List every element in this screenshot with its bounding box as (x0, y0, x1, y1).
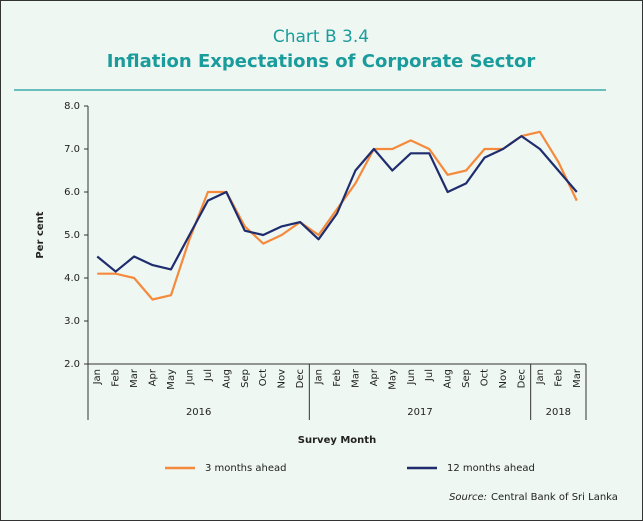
x-tick-label: Sep (461, 369, 472, 388)
x-tick-label: Aug (221, 369, 232, 389)
y-tick-label: 8.0 (64, 101, 80, 112)
x-tick-label: Jul (203, 369, 214, 382)
x-tick-label: Feb (553, 369, 564, 387)
x-tick-label: Jun (406, 369, 417, 386)
x-tick-label: Sep (240, 369, 251, 388)
x-tick-label: Oct (480, 369, 491, 386)
x-tick-label: Dec (516, 369, 527, 388)
x-tick-label: Dec (295, 369, 306, 388)
x-tick-label: Mar (129, 368, 140, 388)
x-axis-label: Survey Month (298, 435, 376, 446)
source: Central Bank of Sri Lanka (491, 492, 618, 503)
x-tick-label: Feb (111, 369, 122, 387)
y-tick-label: 7.0 (64, 144, 80, 155)
x-tick-label: May (387, 369, 398, 390)
y-tick-label: 2.0 (64, 359, 80, 370)
x-tick-label: Nov (277, 369, 288, 389)
x-tick-label: May (166, 369, 177, 390)
chart-subtitle: Inflation Expectations of Corporate Sect… (107, 51, 536, 72)
y-tick-label: 5.0 (64, 230, 80, 241)
x-tick-label: Jan (314, 369, 325, 385)
y-axis-label: Per cent (35, 211, 46, 258)
x-tick-label: Nov (498, 369, 509, 389)
x-tick-label: Mar (572, 368, 583, 388)
source-label: Source: (449, 492, 487, 503)
year-label: 2018 (546, 407, 571, 418)
series-line (96, 135, 578, 273)
y-tick-label: 6.0 (64, 187, 80, 198)
x-tick-label: Jun (184, 369, 195, 386)
x-tick-label: Mar (350, 368, 361, 388)
x-tick-label: Oct (258, 369, 269, 386)
x-tick-label: Apr (369, 368, 380, 386)
series-line (97, 130, 578, 301)
x-tick-label: Apr (148, 368, 159, 386)
x-tick-label: Feb (332, 369, 343, 387)
x-tick-label: Aug (443, 369, 454, 389)
year-label: 2016 (186, 407, 211, 418)
legend-label: 12 months ahead (447, 463, 535, 474)
chart-title: Chart B 3.4 (273, 27, 369, 47)
x-tick-label: Jan (535, 369, 546, 385)
y-tick-label: 3.0 (64, 316, 80, 327)
legend-label: 3 months ahead (205, 463, 286, 474)
x-tick-label: Jan (92, 369, 103, 385)
y-tick-label: 4.0 (64, 273, 80, 284)
year-label: 2017 (407, 407, 432, 418)
x-tick-label: Jul (424, 369, 435, 382)
